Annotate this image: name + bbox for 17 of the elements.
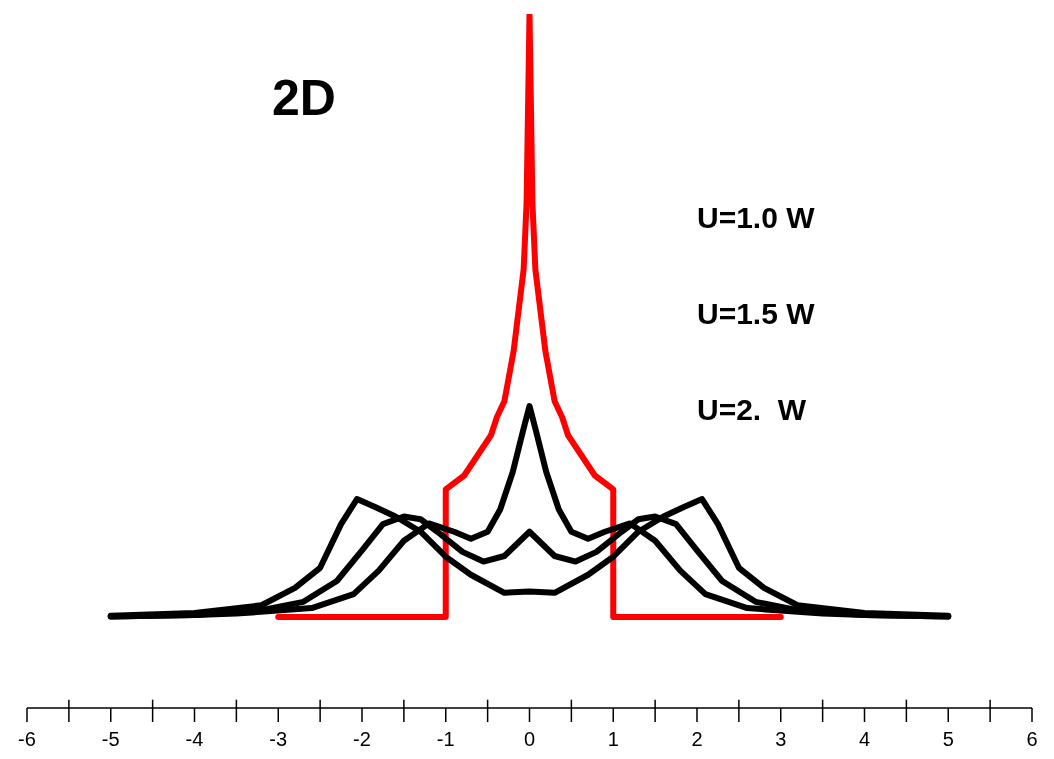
- annotation: U=1.0 W: [697, 200, 815, 236]
- x-tick-label: -6: [18, 728, 36, 751]
- x-tick-label: -3: [269, 728, 288, 751]
- x-tick-label: 0: [523, 728, 536, 751]
- x-tick-label: 5: [942, 728, 954, 751]
- x-tick-label: -2: [353, 728, 371, 751]
- x-tick-label: 3: [775, 728, 787, 751]
- annotation: U=1.5 W: [697, 296, 815, 332]
- x-tick-label: -4: [185, 728, 204, 751]
- x-tick-label: 2: [691, 728, 703, 751]
- annotation: U=2. W: [697, 392, 807, 428]
- annotation: 2D: [272, 69, 336, 128]
- x-tick-label: 1: [607, 728, 619, 751]
- x-tick-label: -5: [101, 728, 120, 751]
- x-tick-label: 4: [858, 728, 871, 751]
- x-tick-label: -1: [436, 728, 455, 751]
- x-tick-label: 6: [1026, 728, 1038, 751]
